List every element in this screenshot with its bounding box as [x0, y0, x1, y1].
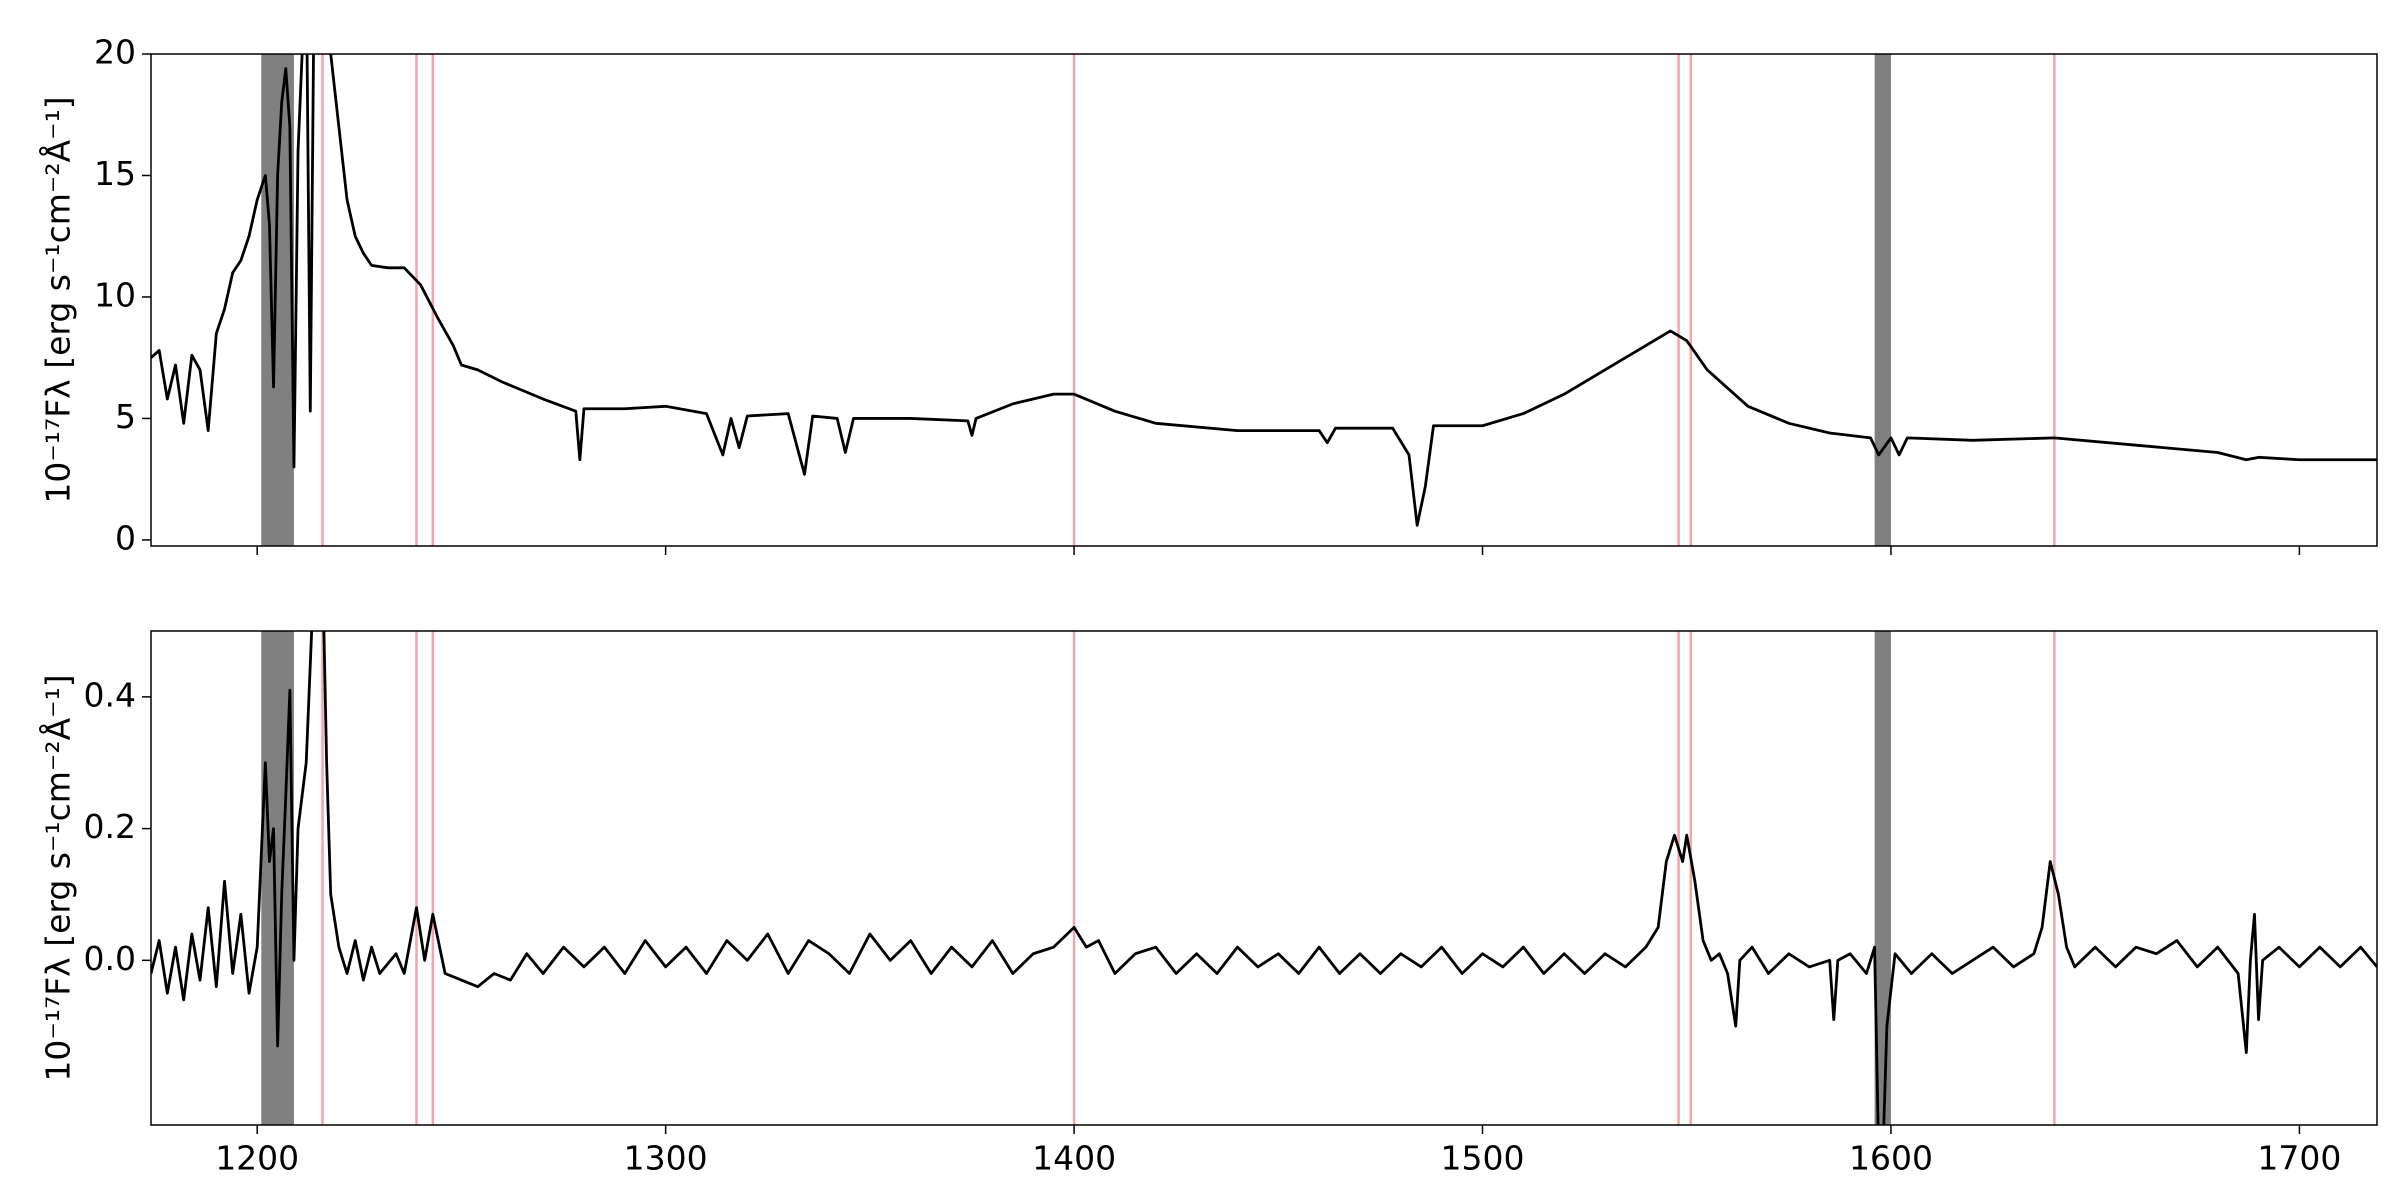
x-tick-label: 1400	[1032, 1139, 1116, 1178]
spectrum-line	[151, 54, 2377, 527]
y-tick-label: 5	[115, 397, 136, 436]
axes-frame	[150, 53, 2378, 547]
x-tick-label: 1500	[1441, 1139, 1525, 1178]
y-tick-label: 0.4	[84, 675, 136, 714]
y-axis-label: 10⁻¹⁷Fλ [erg s⁻¹cm⁻²Å⁻¹]	[38, 674, 78, 1081]
plot-area	[151, 631, 2377, 1125]
y-tick-label: 20	[94, 33, 136, 72]
masked-band	[261, 54, 294, 546]
x-tick-label: 1300	[624, 1139, 708, 1178]
spectrum-line	[151, 631, 2377, 1125]
plot-area	[151, 54, 2377, 546]
axes-frame	[150, 630, 2378, 1126]
masked-band	[1874, 54, 1891, 546]
y-tick-label: 0	[115, 518, 136, 557]
y-tick-label: 0.0	[84, 939, 136, 978]
x-tick-label: 1200	[215, 1139, 299, 1178]
x-tick-label: 1600	[1849, 1139, 1933, 1178]
y-axis-label: 10⁻¹⁷Fλ [erg s⁻¹cm⁻²Å⁻¹]	[38, 96, 78, 503]
masked-band	[1874, 631, 1891, 1125]
y-tick-label: 15	[94, 154, 136, 193]
x-tick-label: 1700	[2257, 1139, 2341, 1178]
y-tick-label: 0.2	[84, 807, 136, 846]
y-tick-label: 10	[94, 275, 136, 314]
